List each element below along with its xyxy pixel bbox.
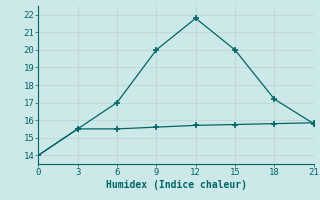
X-axis label: Humidex (Indice chaleur): Humidex (Indice chaleur) [106, 180, 246, 190]
